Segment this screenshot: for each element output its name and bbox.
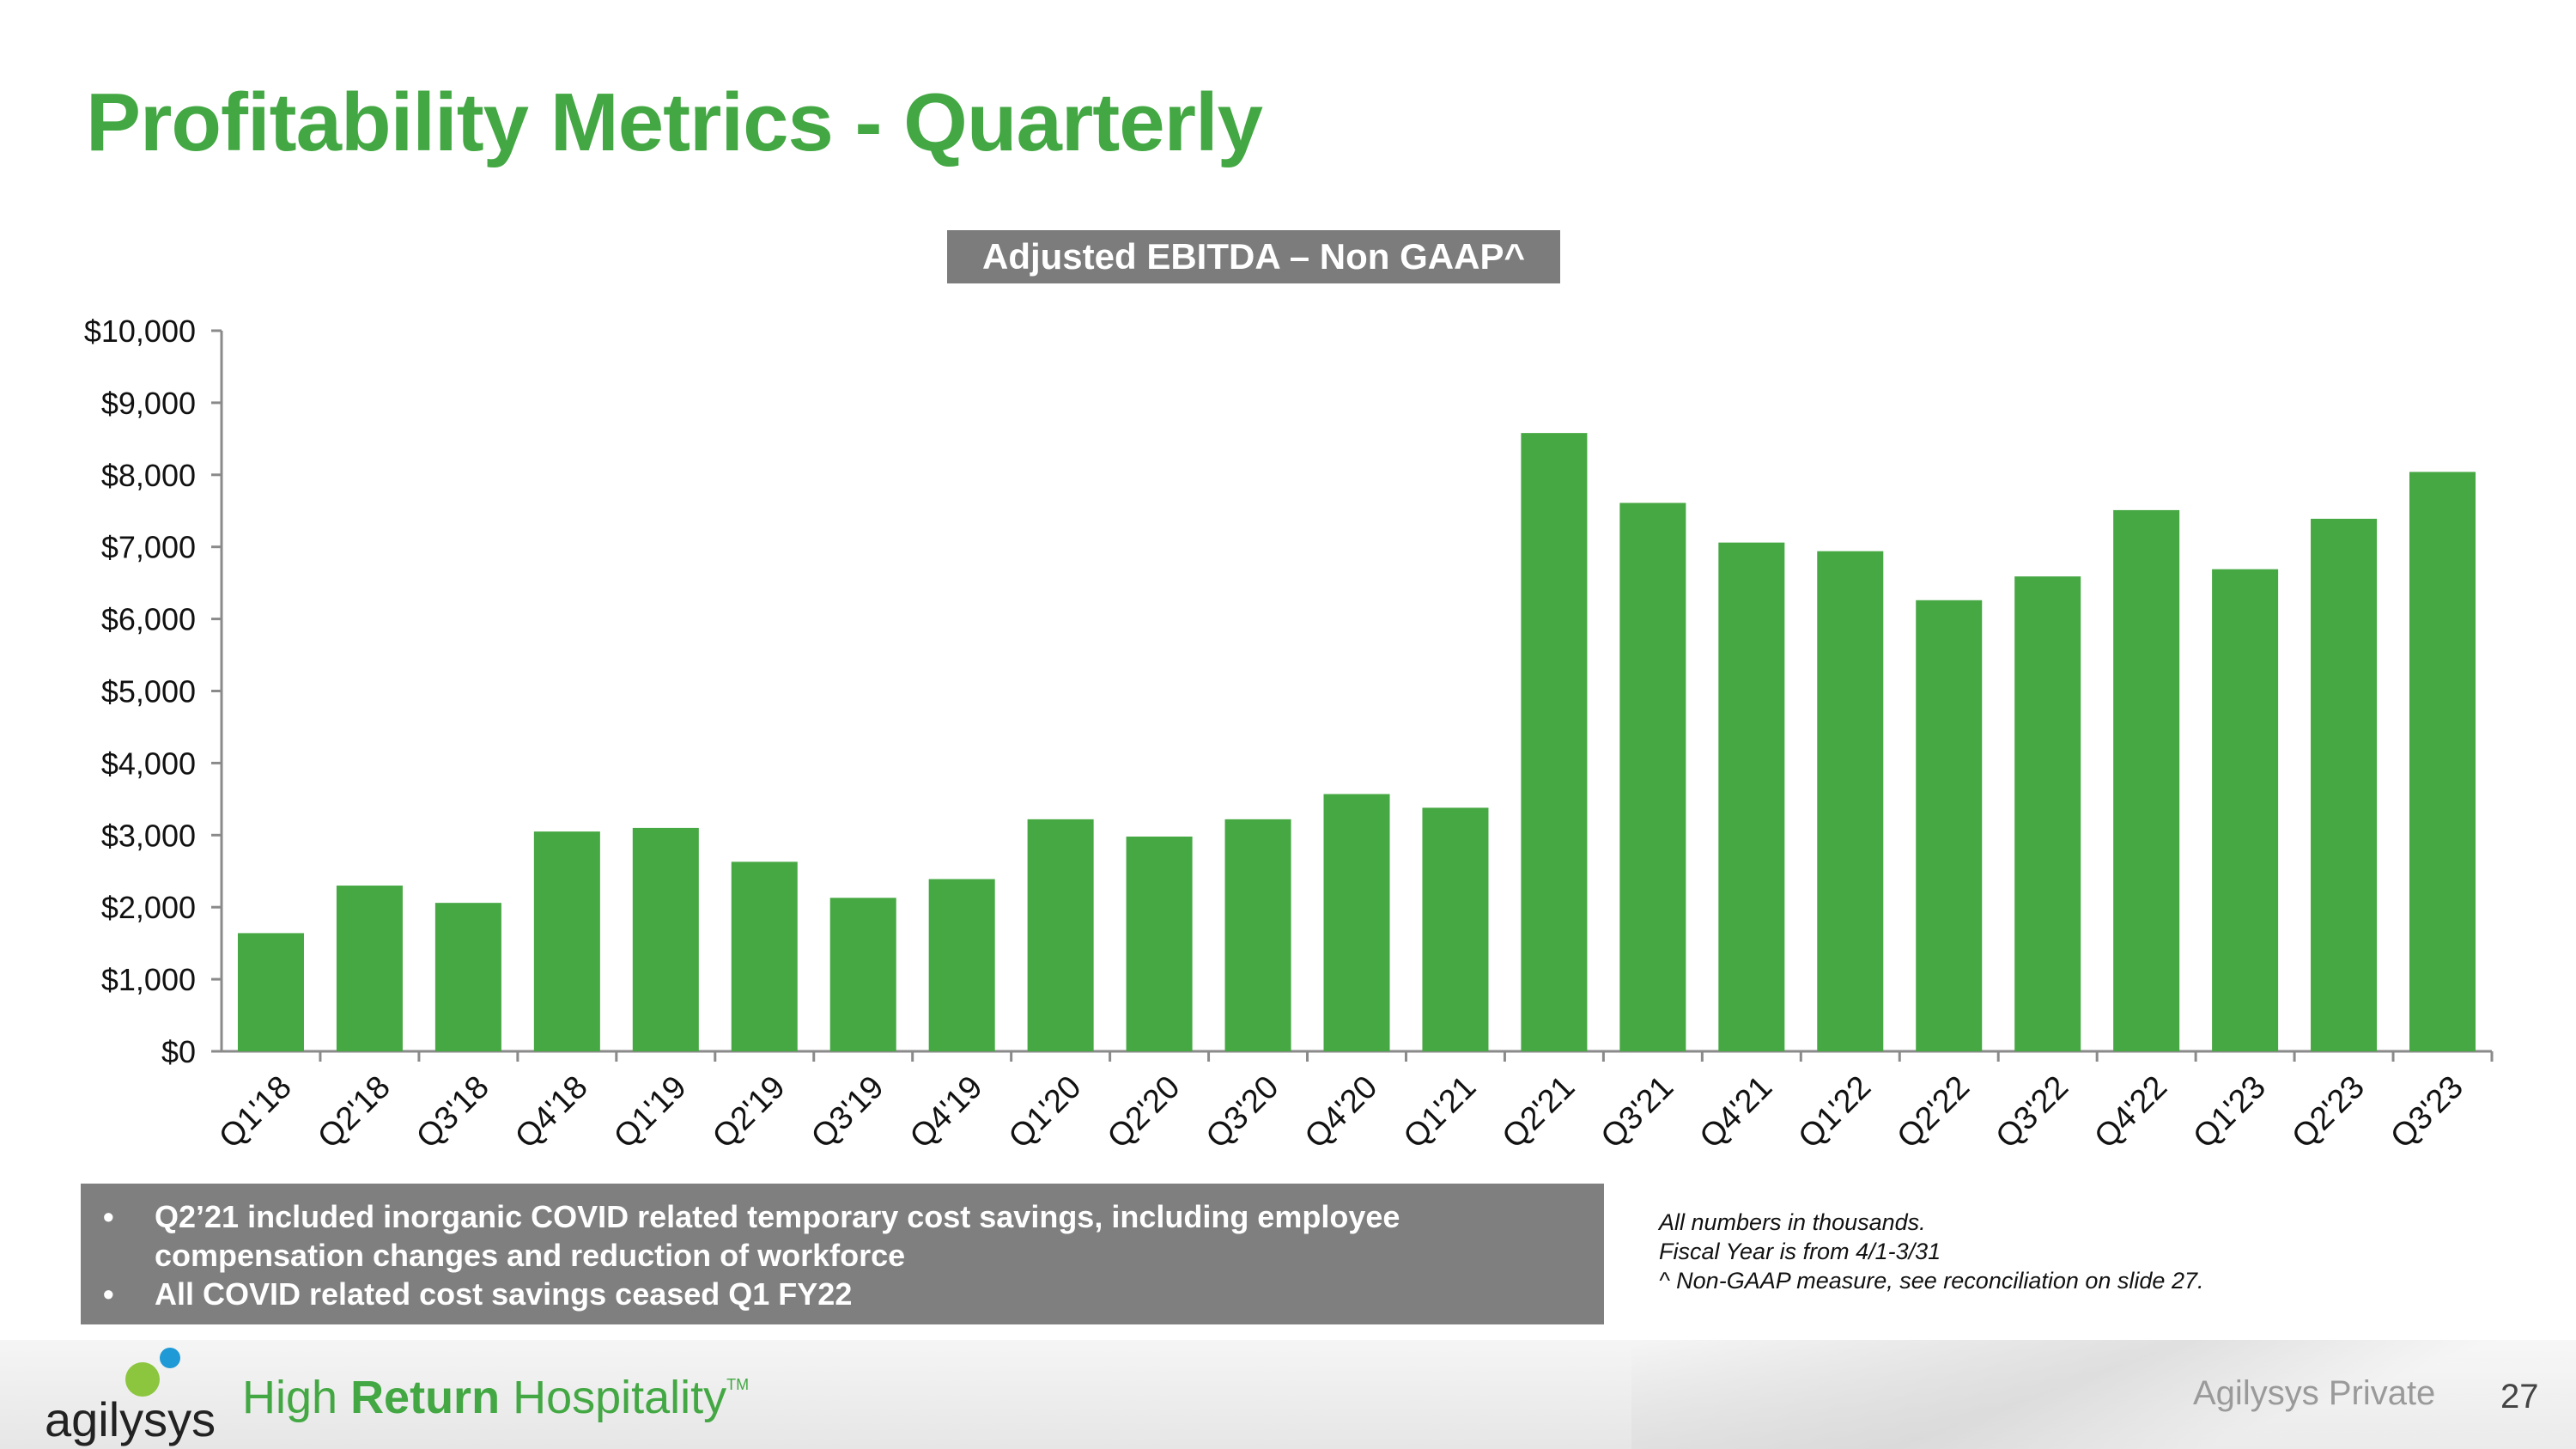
notes-box: • Q2’21 included inorganic COVID related … (81, 1184, 1604, 1324)
x-tick-label: Q4'18 (508, 1069, 595, 1156)
y-tick-label: $5,000 (101, 674, 196, 709)
logo-dots-icon (125, 1348, 180, 1397)
x-tick-label: Q2'22 (1891, 1069, 1978, 1156)
x-tick-label: Q1'20 (1002, 1069, 1089, 1156)
y-tick-label: $0 (161, 1034, 196, 1069)
x-tick-label: Q2'21 (1496, 1069, 1583, 1156)
y-tick-label: $7,000 (101, 530, 196, 565)
bar (1916, 600, 1983, 1051)
bar (1323, 794, 1390, 1051)
bar (928, 879, 995, 1051)
x-tick-label: Q2'20 (1101, 1069, 1188, 1156)
bar (2311, 518, 2378, 1051)
x-tick-label: Q3'18 (410, 1069, 496, 1156)
bar (1521, 433, 1588, 1051)
bar (731, 861, 798, 1051)
trademark-mark: TM (726, 1376, 750, 1393)
x-tick-label: Q3'22 (1989, 1069, 2075, 1156)
bar (1422, 807, 1489, 1051)
bar (434, 903, 501, 1051)
bar (2113, 509, 2180, 1051)
tagline-pre: High (242, 1372, 351, 1423)
footnotes: All numbers in thousands. Fiscal Year is… (1659, 1208, 2204, 1295)
page-number: 27 (2500, 1378, 2539, 1416)
private-label: Agilysys Private (2193, 1374, 2436, 1412)
y-tick-label: $8,000 (101, 458, 196, 493)
bar (829, 898, 896, 1051)
x-tick-label: Q1'21 (1397, 1069, 1484, 1156)
note-text: All COVID related cost savings ceased Q1… (155, 1276, 853, 1312)
x-tick-label: Q3'19 (805, 1069, 891, 1156)
bar (237, 933, 304, 1051)
agilysys-logo: agilysys (45, 1342, 234, 1446)
footnote-units: All numbers in thousands. (1659, 1209, 1926, 1235)
y-tick-label: $3,000 (101, 818, 196, 853)
y-tick-label: $9,000 (101, 386, 196, 421)
y-tick-label: $6,000 (101, 602, 196, 637)
bar (2014, 576, 2081, 1051)
note-item: • Q2’21 included inorganic COVID related … (81, 1197, 1563, 1275)
note-item: • All COVID related cost savings ceased Q… (81, 1275, 1563, 1313)
ebitda-bar-chart: $0 $1,000 $2,000 $3,000 $4,000 $5,000 $6,000 $7… (84, 314, 2494, 1156)
chart-title: Adjusted EBITDA – Non GAAP^ (947, 230, 1560, 283)
bullet-icon: • (103, 1276, 114, 1312)
tagline: High Return HospitalityTM (242, 1371, 749, 1424)
x-tick-label: Q4'19 (903, 1069, 990, 1156)
bar (336, 886, 403, 1051)
bar (1718, 542, 1785, 1051)
x-tick-label: Q1'19 (607, 1069, 694, 1156)
tagline-bold: Return (350, 1372, 501, 1423)
y-tick-label: $4,000 (101, 746, 196, 781)
bar (2409, 472, 2476, 1051)
footer-decoration (1631, 1340, 2576, 1449)
bar (1126, 836, 1193, 1051)
footnote-non-gaap: ^ Non-GAAP measure, see reconciliation o… (1659, 1268, 2204, 1294)
x-tick-label: Q3'23 (2384, 1069, 2470, 1156)
page-title: Profitability Metrics - Quarterly (86, 76, 1263, 168)
bullet-icon: • (103, 1199, 114, 1234)
note-text: Q2’21 included inorganic COVID related t… (155, 1199, 1400, 1273)
x-tick-label: Q1'23 (2186, 1069, 2273, 1156)
x-tick-label: Q1'18 (212, 1069, 299, 1156)
x-tick-label: Q2'19 (706, 1069, 793, 1156)
x-tick-label: Q2'23 (2285, 1069, 2372, 1156)
bar (1224, 819, 1291, 1051)
y-tick-label: $10,000 (84, 314, 196, 349)
y-tick-label: $1,000 (101, 962, 196, 997)
footnote-fiscal-year: Fiscal Year is from 4/1-3/31 (1659, 1239, 1941, 1264)
logo-wordmark: agilysys (45, 1392, 216, 1446)
x-tick-label: Q4'22 (2087, 1069, 2174, 1156)
x-tick-label: Q2'18 (311, 1069, 398, 1156)
y-tick-label: $2,000 (101, 890, 196, 925)
x-tick-label: Q3'20 (1200, 1069, 1286, 1156)
x-tick-label: Q3'21 (1595, 1069, 1681, 1156)
bar (2212, 569, 2279, 1051)
tagline-post: Hospitality (500, 1372, 727, 1423)
bar (1027, 819, 1094, 1051)
bar (1817, 551, 1884, 1051)
x-tick-label: Q4'21 (1693, 1069, 1780, 1156)
bar (1619, 502, 1686, 1051)
bar (632, 827, 699, 1051)
x-tick-label: Q1'22 (1792, 1069, 1879, 1156)
bar (533, 831, 600, 1051)
x-tick-label: Q4'20 (1298, 1069, 1385, 1156)
